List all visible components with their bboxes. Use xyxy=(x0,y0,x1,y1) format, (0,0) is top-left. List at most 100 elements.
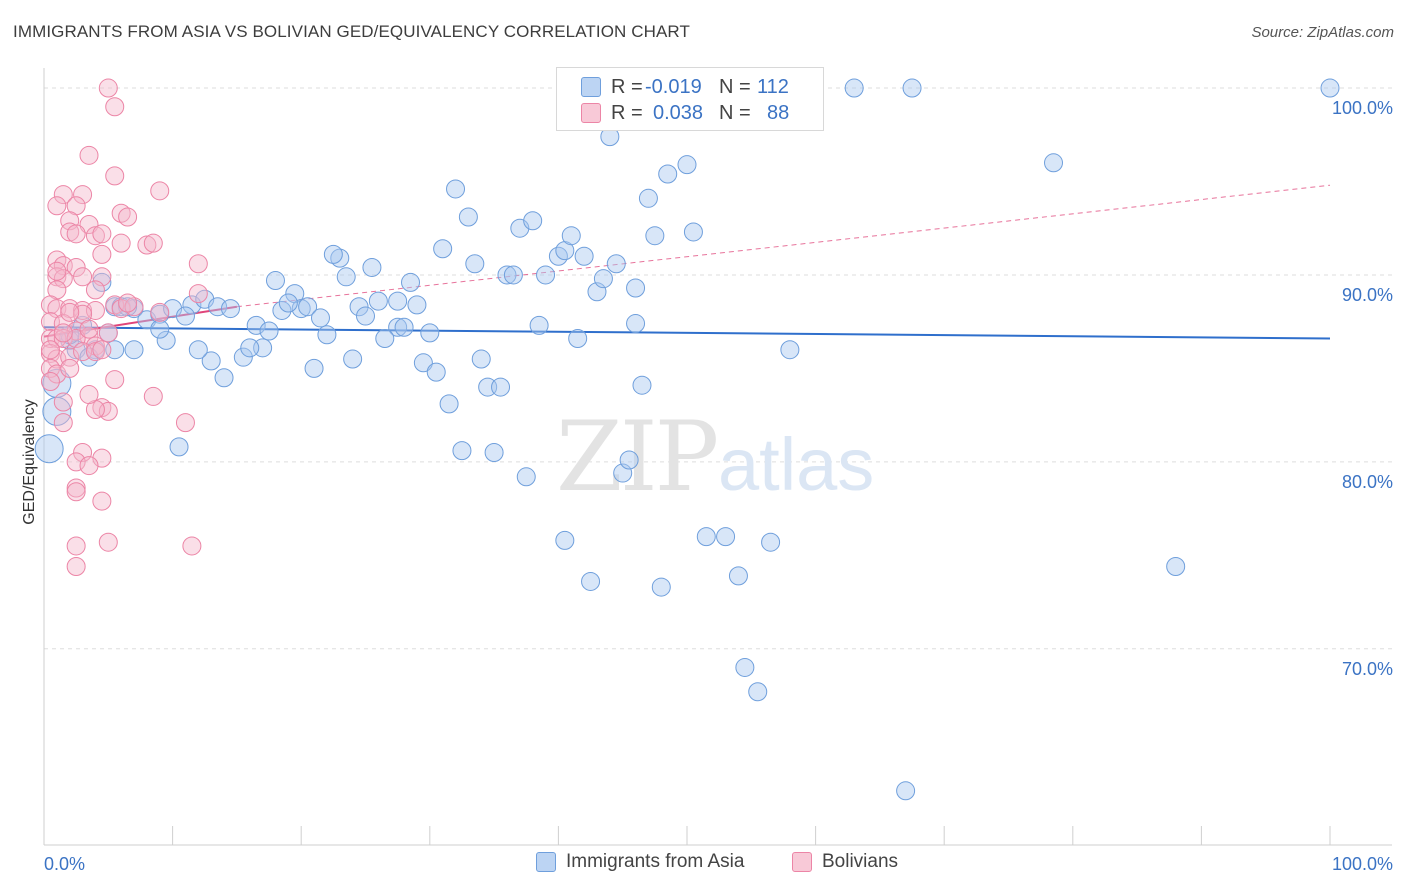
data-point-blue xyxy=(259,321,279,341)
data-point-blue xyxy=(201,351,221,371)
data-point-blue xyxy=(1166,557,1186,577)
bottom-legend-label-bolivians: Bolivians xyxy=(822,851,899,872)
data-point-blue xyxy=(310,308,330,328)
data-point-pink xyxy=(79,319,99,339)
trend-line-blue xyxy=(43,326,1331,340)
data-point-blue xyxy=(523,211,543,231)
data-point-pink xyxy=(66,452,86,472)
data-point-pink xyxy=(98,532,118,552)
y-tick-label: 90.0% xyxy=(1342,285,1393,305)
data-point-blue xyxy=(465,254,485,274)
data-point-blue xyxy=(632,375,652,395)
data-point-blue xyxy=(233,347,253,367)
data-point-blue xyxy=(220,299,240,319)
data-point-pink xyxy=(47,267,67,287)
data-point-blue xyxy=(555,530,575,550)
data-point-pink xyxy=(92,491,112,511)
bottom-legend-swatch-bolivians xyxy=(792,852,812,872)
data-point-blue xyxy=(780,340,800,360)
data-point-blue xyxy=(581,571,601,591)
data-point-pink xyxy=(60,347,80,367)
data-point-pink xyxy=(47,261,67,281)
data-point-blue xyxy=(323,244,343,264)
data-point-blue xyxy=(516,467,536,487)
data-point-pink xyxy=(92,224,112,244)
legend-r-label: R = xyxy=(611,101,643,124)
data-point-blue xyxy=(896,781,916,801)
data-point-blue xyxy=(272,300,292,320)
data-point-pink xyxy=(182,536,202,556)
data-point-pink xyxy=(143,233,163,253)
data-point-pink xyxy=(53,413,73,433)
y-tick-label: 70.0% xyxy=(1342,659,1393,679)
data-point-blue xyxy=(458,207,478,227)
data-point-blue xyxy=(291,299,311,319)
data-point-blue xyxy=(626,278,646,298)
data-point-blue xyxy=(356,306,375,326)
data-point-blue xyxy=(304,358,324,378)
data-point-blue xyxy=(394,317,414,337)
data-point-blue xyxy=(844,78,864,98)
data-point-pink xyxy=(150,181,170,201)
data-point-pink xyxy=(40,371,60,391)
data-point-pink xyxy=(66,482,86,502)
data-point-blue xyxy=(568,328,588,348)
data-point-pink xyxy=(60,222,80,242)
data-point-pink xyxy=(188,254,208,274)
source-label: Source: ZipAtlas.com xyxy=(1251,24,1394,41)
grid-lines xyxy=(44,87,1392,650)
data-point-blue xyxy=(683,222,703,242)
data-point-pink xyxy=(85,300,105,320)
data-point-pink xyxy=(111,233,131,253)
data-point-blue xyxy=(748,682,768,702)
watermark: ZIP atlas xyxy=(556,401,874,513)
bottom-legend-swatch-asia xyxy=(536,852,556,872)
data-point-pink xyxy=(85,342,105,362)
data-point-blue xyxy=(471,349,491,369)
data-point-pink xyxy=(175,413,195,433)
axes xyxy=(43,68,1392,846)
data-point-pink xyxy=(53,392,73,412)
data-point-pink xyxy=(40,295,60,315)
data-point-pink xyxy=(105,370,125,390)
data-point-blue xyxy=(407,295,427,315)
data-point-blue xyxy=(169,437,189,457)
data-point-blue xyxy=(497,265,517,285)
data-point-blue xyxy=(343,349,363,369)
data-point-pink xyxy=(111,203,131,223)
data-point-blue xyxy=(574,246,594,266)
data-point-blue xyxy=(902,78,922,98)
data-point-blue xyxy=(124,340,144,360)
data-point-blue xyxy=(638,188,658,208)
data-point-pink xyxy=(79,214,99,234)
y-axis-label: GED/Equivalency xyxy=(21,399,38,524)
data-point-pink xyxy=(105,97,125,117)
data-point-blue xyxy=(214,368,234,388)
data-point-blue xyxy=(150,319,170,339)
data-point-blue xyxy=(330,248,350,268)
data-point-pink xyxy=(98,78,118,98)
data-point-pink xyxy=(124,297,144,317)
legend-swatch-asia xyxy=(581,77,601,97)
data-point-blue xyxy=(484,443,504,462)
data-point-pink xyxy=(92,244,112,264)
data-point-pink xyxy=(66,224,86,244)
data-point-pink xyxy=(60,358,80,378)
data-point-pink xyxy=(79,145,99,165)
data-point-pink xyxy=(73,185,93,205)
data-points xyxy=(34,78,1340,801)
data-point-blue xyxy=(593,269,613,289)
data-point-blue xyxy=(536,265,556,285)
data-point-blue xyxy=(349,297,369,317)
data-point-blue xyxy=(388,291,408,311)
legend-row-bolivians: R = 0.038 N = 88 xyxy=(581,100,789,126)
data-point-blue xyxy=(375,328,395,348)
data-point-pink xyxy=(105,166,125,186)
data-point-blue xyxy=(420,323,440,343)
data-point-blue xyxy=(60,325,80,345)
data-point-pink xyxy=(98,323,118,343)
data-point-blue xyxy=(728,566,748,586)
data-point-pink xyxy=(53,269,73,289)
data-point-pink xyxy=(66,536,86,556)
data-point-blue xyxy=(529,315,549,335)
